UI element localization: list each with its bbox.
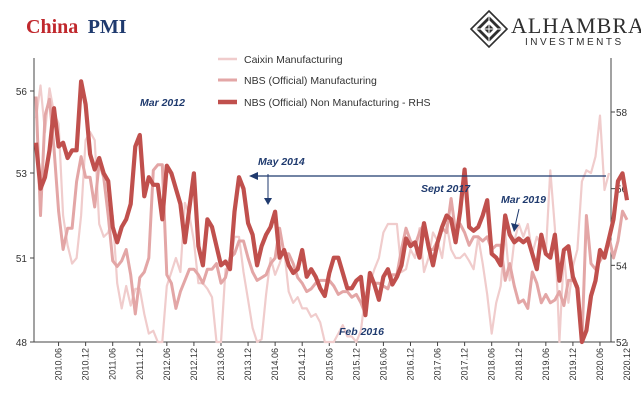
left-axis-ticks: 48 51 53 56 (16, 87, 34, 349)
x-tick-label: 2016.12 (405, 348, 415, 381)
annotation-arrow-mar-2019 (514, 208, 520, 227)
annotation-sept-2017: Sept 2017 (421, 183, 471, 195)
right-tick-label: 52 (616, 338, 628, 349)
right-tick-label: 56 (616, 185, 628, 196)
x-tick-label: 2019.06 (541, 348, 551, 381)
diamond-logo-icon (469, 9, 509, 49)
left-tick-label: 56 (16, 87, 28, 98)
x-tick-label: 2012.06 (162, 348, 172, 381)
x-tick-label: 2011.06 (108, 348, 118, 380)
x-tick-label: 2015.06 (324, 348, 334, 381)
arrowhead-mar-2019 (511, 223, 519, 232)
left-tick-label: 53 (16, 169, 28, 180)
x-tick-label: 2013.12 (243, 348, 253, 381)
left-tick-label: 48 (16, 338, 28, 349)
plot-area (33, 79, 630, 345)
alhambra-logo: ALHAMBRA INVESTMENTS (469, 9, 641, 49)
x-tick-label: 2019.12 (568, 348, 578, 381)
right-tick-label: 54 (616, 261, 628, 272)
legend-label-nbs-nonmfg: NBS (Official) Non Manufacturing - RHS (244, 97, 431, 109)
annotation-feb-2016: Feb 2016 (339, 326, 384, 338)
legend-label-nbs-mfg: NBS (Official) Manufacturing (244, 75, 377, 87)
x-axis-ticks: 2010.06 2010.12 2011.06 2011.12 2012.06 2012.… (54, 342, 632, 381)
x-tick-label: 2013.06 (216, 348, 226, 381)
annotation-may-2014: May 2014 (258, 156, 305, 168)
x-tick-label: 2010.12 (81, 348, 91, 381)
arrowhead-may-2014 (264, 198, 272, 205)
annotations: Mar 2012 May 2014 Sept 2017 Mar 2019 Feb… (140, 97, 606, 338)
legend-label-caixin: Caixin Manufacturing (244, 54, 343, 66)
x-tick-label: 2010.06 (54, 348, 64, 381)
x-tick-label: 2020.12 (622, 348, 632, 381)
x-tick-label: 2014.12 (297, 348, 307, 381)
x-tick-label: 2011.12 (135, 348, 145, 380)
legend: Caixin Manufacturing NBS (Official) Manu… (218, 54, 431, 109)
annotation-mar-2012: Mar 2012 (140, 97, 185, 109)
title-part-china: China (26, 16, 78, 38)
x-tick-label: 2017.06 (433, 348, 443, 381)
series-line-caixin-manufacturing (34, 84, 611, 344)
logo-sub: INVESTMENTS (525, 37, 624, 48)
right-tick-label: 58 (616, 108, 628, 119)
series-line-nbs-non-manufacturing (33, 79, 630, 345)
x-tick-label: 2020.06 (595, 348, 605, 381)
x-tick-label: 2018.12 (514, 348, 524, 381)
title-part-pmi: PMI (88, 16, 127, 38)
x-tick-label: 2017.12 (460, 348, 470, 381)
x-tick-label: 2014.06 (270, 348, 280, 381)
x-tick-label: 2018.06 (487, 348, 497, 381)
x-tick-label: 2012.12 (189, 348, 199, 381)
x-tick-label: 2015.12 (351, 348, 361, 381)
logo-name: ALHAMBRA (511, 13, 641, 38)
series-line-nbs-manufacturing (34, 96, 629, 344)
chart-title: China PMI (26, 16, 127, 38)
arrowhead-horizontal-left (249, 172, 258, 180)
x-tick-label: 2016.06 (378, 348, 388, 381)
right-axis-ticks: 52 54 56 58 (611, 108, 628, 349)
left-tick-label: 51 (16, 254, 28, 265)
annotation-mar-2019: Mar 2019 (501, 194, 546, 206)
